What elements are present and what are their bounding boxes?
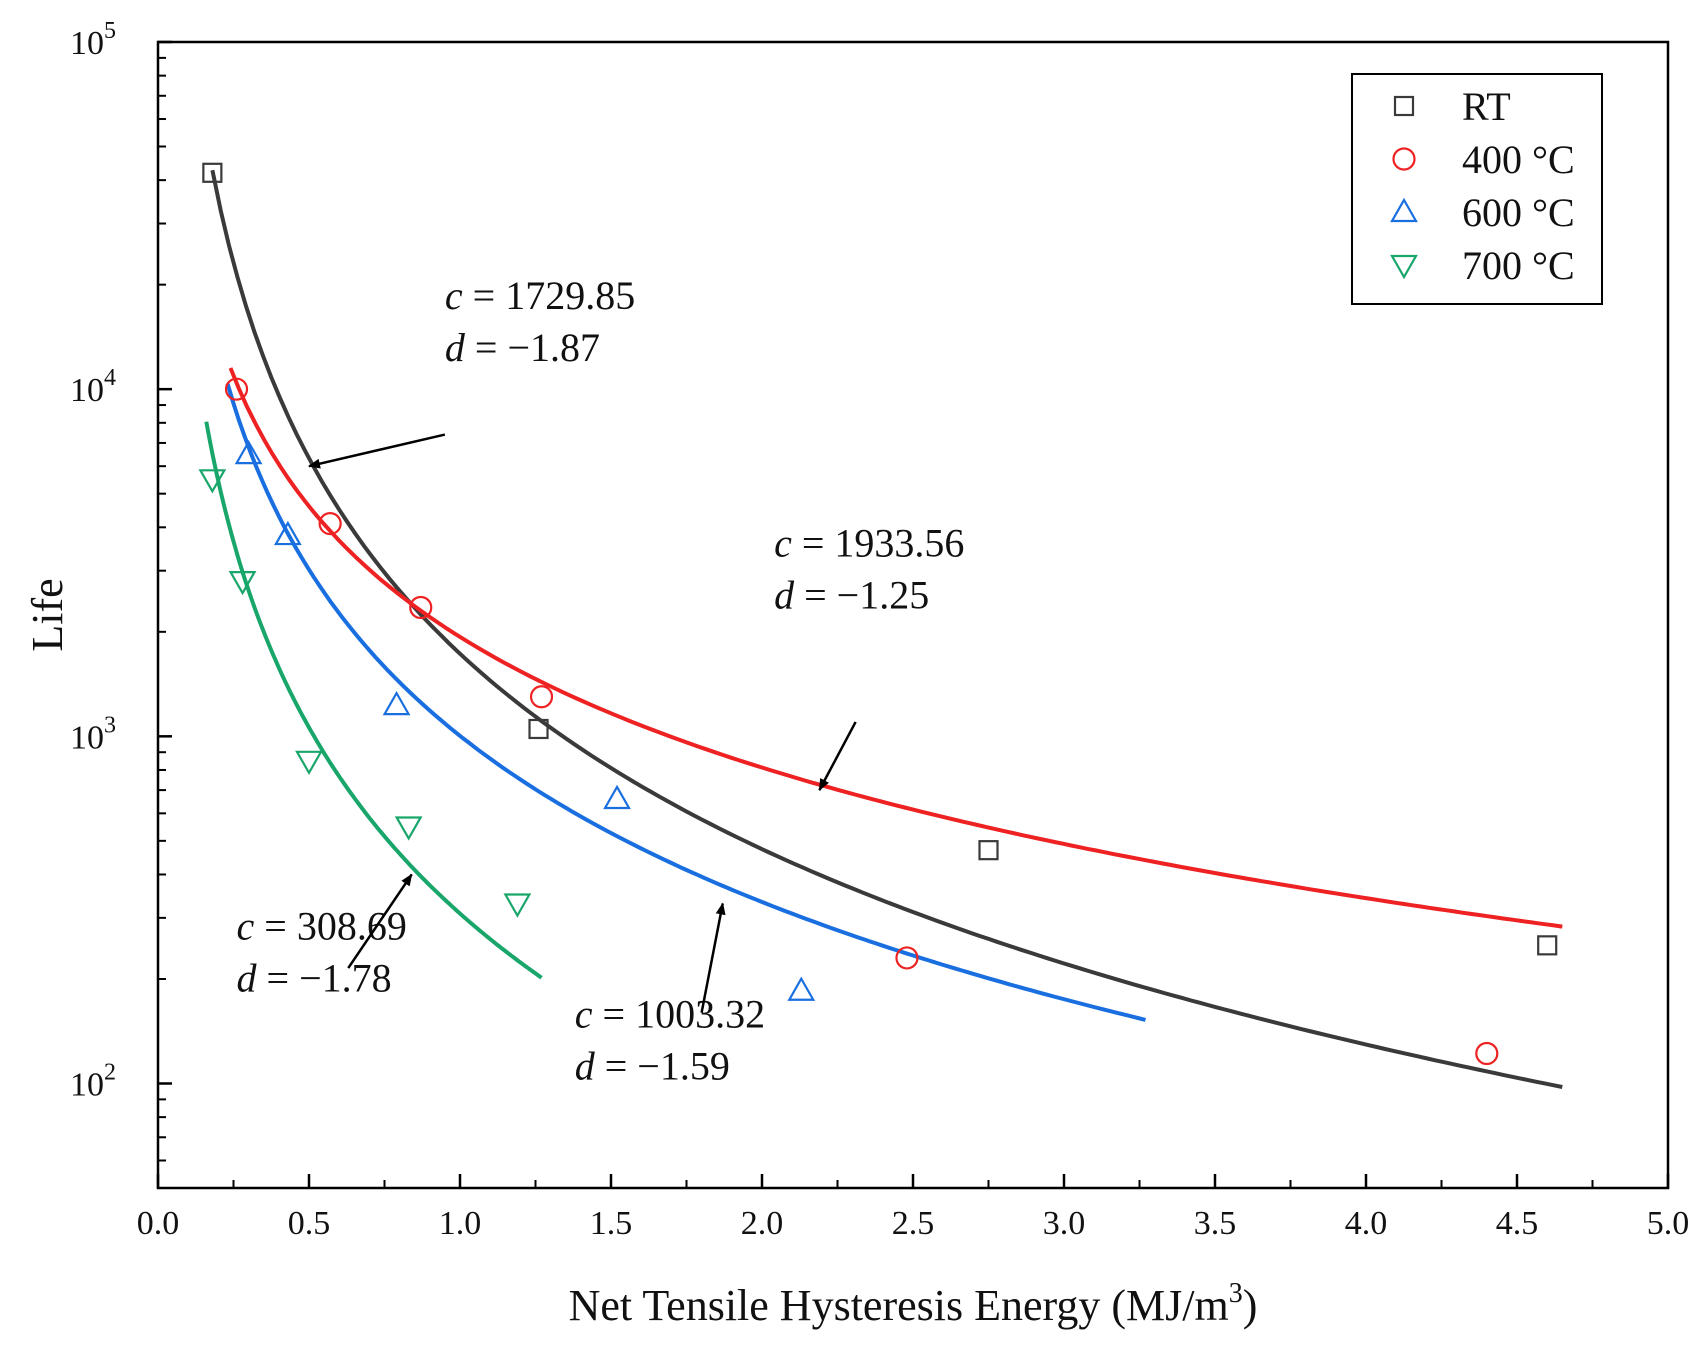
data-point <box>503 893 532 918</box>
x-axis: 0.0 0.5 1.0 1.5 2.0 2.5 3.0 3.5 4.0 4.5 5.0 <box>137 1174 1690 1242</box>
legend-label: 400 °C <box>1462 137 1575 182</box>
data-point <box>1537 935 1558 956</box>
legend-marker <box>1390 254 1418 280</box>
data-point <box>295 750 323 776</box>
y-axis-title: Life <box>23 578 72 651</box>
data-point <box>202 162 223 183</box>
annotation-text: c = 1003.32 <box>575 991 765 1036</box>
x-tick-label: 5.0 <box>1647 1205 1690 1242</box>
x-axis-title: Net Tensile Hysteresis Energy (MJ/m3) <box>569 1278 1258 1330</box>
annotation-text: d = −1.59 <box>575 1043 730 1088</box>
y-axis: 102 103 104 105 <box>70 18 172 1189</box>
annotation-text: c = 1729.85 <box>445 273 635 318</box>
legend-label: RT <box>1462 84 1511 129</box>
fit-curves <box>204 169 1563 1089</box>
annotation-text: c = 308.69 <box>237 903 407 948</box>
x-tick-label: 3.5 <box>1194 1205 1237 1242</box>
data-point <box>895 946 919 970</box>
y-tick-label: 102 <box>70 1059 116 1103</box>
data-points <box>198 162 1558 1066</box>
legend-box <box>1351 73 1603 305</box>
legend-marker <box>1393 95 1415 117</box>
y-tick-label: 103 <box>70 712 116 756</box>
fit-curve-600c <box>225 382 1146 1022</box>
data-point <box>978 840 999 861</box>
x-tick-label: 1.5 <box>590 1205 633 1242</box>
annotation-text: d = −1.87 <box>445 325 600 370</box>
data-point <box>603 784 631 810</box>
legend-marker <box>1392 147 1416 171</box>
x-tick-label: 0.5 <box>288 1205 331 1242</box>
data-point <box>198 469 227 494</box>
y-tick-label: 105 <box>70 18 116 62</box>
annotation-text: c = 1933.56 <box>774 520 964 565</box>
annotation-arrow <box>308 433 446 469</box>
data-point <box>529 685 554 709</box>
legend-label: 600 °C <box>1462 190 1575 235</box>
legend: RT 400 °C 600 °C 700 °C <box>1351 73 1603 305</box>
x-tick-label: 4.5 <box>1496 1205 1539 1242</box>
data-point <box>528 718 549 740</box>
x-tick-label: 2.0 <box>741 1205 784 1242</box>
annotation-text: d = −1.78 <box>237 955 392 1000</box>
annotation-arrow <box>700 902 726 1013</box>
fit-curve-700c <box>204 421 543 980</box>
x-tick-label: 2.5 <box>892 1205 935 1242</box>
data-point <box>228 570 257 596</box>
data-point <box>1475 1041 1499 1066</box>
legend-label: 700 °C <box>1462 243 1575 288</box>
data-point <box>787 976 816 1001</box>
data-point <box>318 511 342 536</box>
data-point <box>394 816 423 841</box>
data-point <box>224 377 249 401</box>
data-point <box>273 520 302 546</box>
annotation-text: d = −1.25 <box>774 572 929 617</box>
x-tick-label: 0.0 <box>137 1205 180 1242</box>
annotations: c = 1729.85 d = −1.87 c = 1933.56 d = −1.25… <box>237 273 965 1088</box>
data-point <box>382 690 411 716</box>
x-tick-label: 3.0 <box>1043 1205 1086 1242</box>
fit-curve-400c <box>228 367 1563 929</box>
annotation-arrow <box>818 721 857 791</box>
y-tick-label: 104 <box>70 365 116 409</box>
data-point <box>409 595 433 620</box>
legend-marker <box>1390 197 1418 223</box>
x-tick-label: 4.0 <box>1345 1205 1388 1242</box>
fit-curve-rt <box>210 169 1563 1089</box>
annotation-arrow <box>347 873 413 969</box>
x-tick-label: 1.0 <box>439 1205 482 1242</box>
data-point <box>234 439 263 465</box>
